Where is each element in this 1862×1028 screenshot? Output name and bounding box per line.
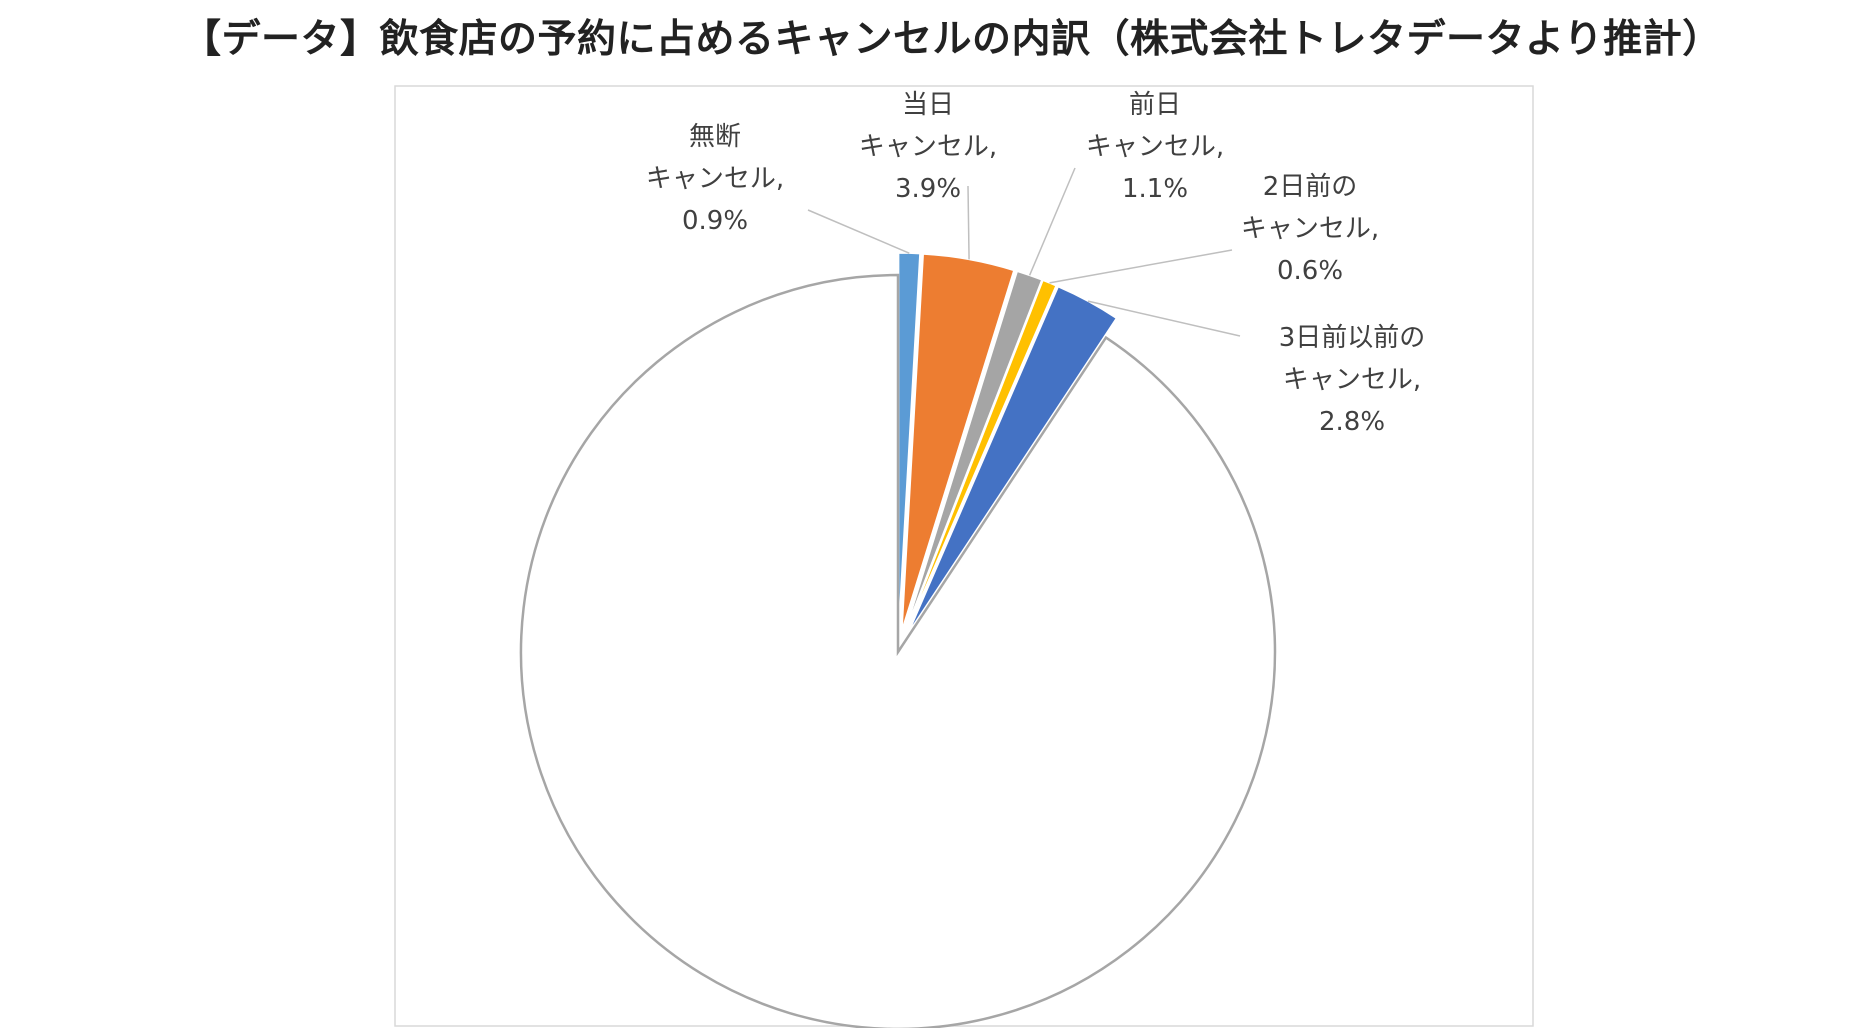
data-label-text: キャンセル, [1241,214,1379,244]
data-label-text: キャンセル, [1086,132,1224,162]
data-label-text: 3日前以前の [1279,323,1426,353]
data-label-value: 0.6% [1277,256,1343,286]
leader-lines [807,167,1241,337]
data-label-value: 0.9% [682,206,748,236]
data-label-value: 3.9% [895,174,961,204]
pie-slice [905,279,1058,632]
leader-line [1028,167,1076,276]
data-label-text: キャンセル, [859,132,997,162]
leader-line [807,209,910,254]
pie-slice [519,273,1277,1028]
data-label-value: 2.8% [1319,407,1385,437]
pie-slice [907,285,1118,634]
leader-line [967,185,970,260]
data-label-text: 当日 [902,90,954,120]
leader-line [1087,300,1241,337]
pie-slices [519,252,1277,1028]
data-label-text: 前日 [1129,90,1181,120]
pie-slice [901,253,1015,631]
data-label-text: 2日前の [1263,172,1358,202]
pie-slice [904,270,1043,632]
leader-line [1049,249,1233,284]
data-label-text: キャンセル, [646,164,784,194]
data-label-value: 1.1% [1122,174,1188,204]
data-label-text: 無断 [689,122,741,152]
data-label-text: キャンセル, [1283,365,1421,395]
chart-title: 【データ】飲食店の予約に占めるキャンセルの内訳（株式会社トレタデータより推計） [182,17,1722,62]
